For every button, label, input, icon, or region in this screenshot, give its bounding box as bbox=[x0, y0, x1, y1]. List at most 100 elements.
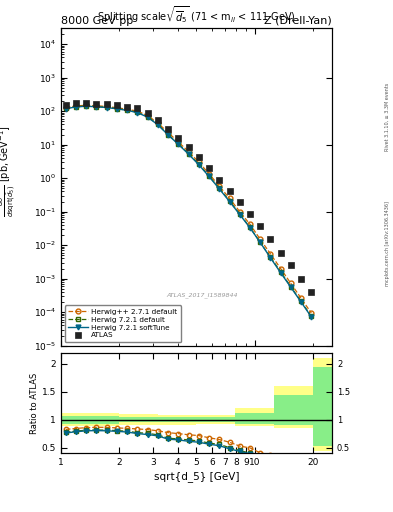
Line: ATLAS: ATLAS bbox=[63, 100, 314, 295]
Herwig 7.2.1 default bbox=[63, 105, 68, 112]
Herwig 7.2.1 default bbox=[217, 185, 222, 191]
Herwig++ 2.7.1 default bbox=[299, 295, 303, 301]
ATLAS bbox=[237, 199, 242, 205]
Herwig 7.2.1 default bbox=[156, 121, 160, 127]
Herwig 7.2.1 softTune bbox=[145, 114, 150, 120]
ATLAS bbox=[258, 223, 263, 229]
Herwig 7.2.1 default bbox=[268, 254, 273, 260]
Herwig 7.2.1 softTune bbox=[115, 106, 119, 112]
Herwig 7.2.1 softTune bbox=[288, 284, 293, 290]
Herwig 7.2.1 default bbox=[115, 105, 119, 112]
ATLAS bbox=[104, 101, 109, 108]
Herwig 7.2.1 softTune bbox=[63, 105, 68, 112]
Text: ATLAS_2017_I1589844: ATLAS_2017_I1589844 bbox=[166, 292, 238, 297]
Herwig 7.2.1 softTune bbox=[104, 104, 109, 111]
Herwig 7.2.1 softTune bbox=[186, 151, 191, 157]
Herwig 7.2.1 softTune bbox=[217, 186, 222, 192]
Herwig 7.2.1 default bbox=[237, 211, 242, 217]
Herwig++ 2.7.1 default bbox=[207, 170, 211, 177]
Herwig++ 2.7.1 default bbox=[278, 265, 283, 271]
ATLAS bbox=[299, 275, 303, 282]
ATLAS bbox=[135, 105, 140, 112]
Herwig++ 2.7.1 default bbox=[288, 280, 293, 286]
ATLAS bbox=[145, 110, 150, 116]
ATLAS bbox=[63, 102, 68, 108]
ATLAS bbox=[288, 262, 293, 268]
Herwig 7.2.1 default bbox=[84, 103, 88, 109]
Herwig++ 2.7.1 default bbox=[258, 236, 263, 242]
Herwig++ 2.7.1 default bbox=[186, 148, 191, 155]
Herwig++ 2.7.1 default bbox=[176, 139, 181, 145]
ATLAS bbox=[73, 100, 78, 106]
ATLAS bbox=[217, 177, 222, 183]
Text: mcplots.cern.ch [arXiv:1306.3436]: mcplots.cern.ch [arXiv:1306.3436] bbox=[385, 202, 389, 286]
Herwig 7.2.1 default bbox=[288, 284, 293, 290]
ATLAS bbox=[278, 249, 283, 255]
Line: Herwig++ 2.7.1 default: Herwig++ 2.7.1 default bbox=[63, 103, 314, 315]
Herwig++ 2.7.1 default bbox=[217, 183, 222, 189]
Herwig 7.2.1 default bbox=[299, 298, 303, 304]
Herwig 7.2.1 default bbox=[166, 132, 171, 138]
Herwig 7.2.1 default bbox=[135, 109, 140, 115]
ATLAS bbox=[309, 289, 314, 295]
Herwig 7.2.1 softTune bbox=[156, 122, 160, 128]
Herwig++ 2.7.1 default bbox=[63, 104, 68, 111]
Herwig 7.2.1 softTune bbox=[125, 108, 130, 114]
Text: Z (Drell-Yan): Z (Drell-Yan) bbox=[264, 15, 332, 26]
Herwig++ 2.7.1 default bbox=[94, 102, 99, 109]
Legend: Herwig++ 2.7.1 default, Herwig 7.2.1 default, Herwig 7.2.1 softTune, ATLAS: Herwig++ 2.7.1 default, Herwig 7.2.1 def… bbox=[64, 305, 181, 342]
Herwig 7.2.1 default bbox=[248, 224, 252, 230]
ATLAS bbox=[84, 100, 88, 106]
Herwig 7.2.1 default bbox=[94, 103, 99, 110]
Herwig 7.2.1 default bbox=[73, 104, 78, 110]
Herwig++ 2.7.1 default bbox=[227, 195, 232, 201]
ATLAS bbox=[115, 102, 119, 109]
Herwig++ 2.7.1 default bbox=[135, 108, 140, 114]
ATLAS bbox=[268, 236, 273, 242]
Herwig 7.2.1 softTune bbox=[299, 299, 303, 305]
Herwig 7.2.1 default bbox=[278, 269, 283, 275]
ATLAS bbox=[166, 125, 171, 132]
Herwig 7.2.1 softTune bbox=[196, 162, 201, 168]
Herwig 7.2.1 default bbox=[176, 141, 181, 147]
X-axis label: sqrt{d_5} [GeV]: sqrt{d_5} [GeV] bbox=[154, 471, 239, 482]
Herwig++ 2.7.1 default bbox=[125, 106, 130, 112]
Herwig 7.2.1 default bbox=[207, 173, 211, 179]
Text: $\frac{d\sigma}{d\mathrm{sqrt}(\bar{d}_5)}\ [\mathrm{pb,GeV}^{-1}]$: $\frac{d\sigma}{d\mathrm{sqrt}(\bar{d}_5… bbox=[0, 125, 18, 217]
Herwig 7.2.1 softTune bbox=[207, 174, 211, 180]
Herwig++ 2.7.1 default bbox=[196, 159, 201, 165]
Herwig 7.2.1 softTune bbox=[248, 225, 252, 231]
Herwig 7.2.1 default bbox=[186, 151, 191, 157]
Herwig 7.2.1 softTune bbox=[258, 240, 263, 246]
Herwig 7.2.1 softTune bbox=[135, 110, 140, 116]
ATLAS bbox=[94, 100, 99, 106]
Herwig++ 2.7.1 default bbox=[166, 130, 171, 136]
Herwig++ 2.7.1 default bbox=[73, 103, 78, 109]
ATLAS bbox=[176, 135, 181, 141]
Herwig 7.2.1 default bbox=[258, 240, 263, 246]
Herwig 7.2.1 softTune bbox=[73, 104, 78, 110]
ATLAS bbox=[227, 188, 232, 194]
Herwig 7.2.1 softTune bbox=[166, 132, 171, 138]
Herwig++ 2.7.1 default bbox=[309, 310, 314, 316]
Herwig++ 2.7.1 default bbox=[268, 251, 273, 257]
Herwig 7.2.1 softTune bbox=[237, 211, 242, 218]
Herwig++ 2.7.1 default bbox=[145, 113, 150, 119]
Line: Herwig 7.2.1 softTune: Herwig 7.2.1 softTune bbox=[63, 104, 314, 319]
Text: 8000 GeV pp: 8000 GeV pp bbox=[61, 15, 133, 26]
Title: Splitting scale$\sqrt{\overline{d}_5}$ (71 < m$_{ll}$ < 111 GeV): Splitting scale$\sqrt{\overline{d}_5}$ (… bbox=[97, 5, 296, 25]
Herwig 7.2.1 softTune bbox=[227, 199, 232, 205]
Y-axis label: Ratio to ATLAS: Ratio to ATLAS bbox=[30, 373, 39, 434]
Herwig 7.2.1 default bbox=[227, 198, 232, 204]
Herwig 7.2.1 softTune bbox=[309, 314, 314, 320]
Line: Herwig 7.2.1 default: Herwig 7.2.1 default bbox=[63, 103, 314, 319]
Herwig++ 2.7.1 default bbox=[156, 120, 160, 126]
Herwig++ 2.7.1 default bbox=[115, 104, 119, 111]
Herwig 7.2.1 default bbox=[104, 104, 109, 111]
ATLAS bbox=[156, 117, 160, 123]
Text: Rivet 3.1.10, ≥ 3.3M events: Rivet 3.1.10, ≥ 3.3M events bbox=[385, 83, 389, 151]
Herwig++ 2.7.1 default bbox=[104, 103, 109, 110]
Herwig 7.2.1 softTune bbox=[84, 103, 88, 109]
Herwig++ 2.7.1 default bbox=[248, 221, 252, 227]
Herwig 7.2.1 softTune bbox=[176, 141, 181, 147]
